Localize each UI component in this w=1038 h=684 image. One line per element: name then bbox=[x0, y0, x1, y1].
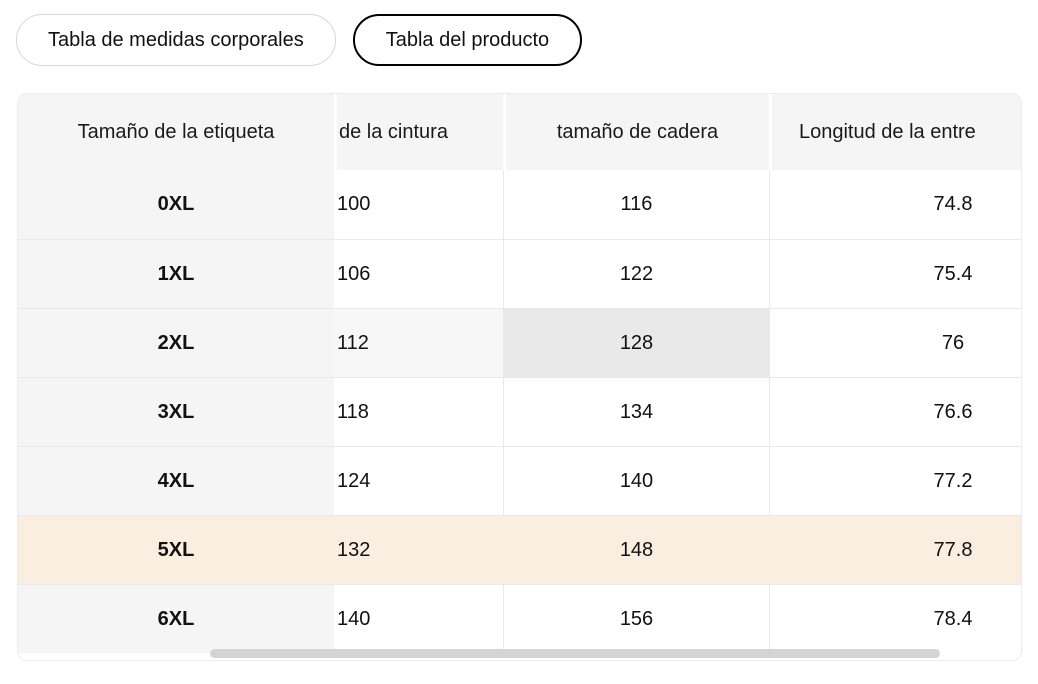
waist-value-cell: 112 bbox=[334, 308, 503, 377]
size-table-header-row: Tamaño de la etiqueta de la cintura tama… bbox=[18, 94, 1021, 170]
hip-value-cell: 140 bbox=[503, 446, 769, 515]
hip-value-cell: 116 bbox=[503, 170, 769, 239]
tab-product-measurements-label: Tabla del producto bbox=[385, 29, 550, 51]
hip-value-cell: 122 bbox=[503, 239, 769, 308]
col-header-hip-size: tamaño de cadera bbox=[503, 94, 769, 170]
hip-value-cell-hovered[interactable]: 128 bbox=[503, 308, 769, 377]
waist-value-cell: 118 bbox=[334, 377, 503, 446]
size-label-cell: 3XL bbox=[18, 377, 334, 446]
size-label-cell: 6XL bbox=[18, 584, 334, 653]
table-row-5xl-selected[interactable]: 5XL 132 148 77.8 bbox=[18, 515, 1021, 584]
size-table-body: 0XL 100 116 74.8 1XL 106 122 75.4 2XL 11… bbox=[18, 170, 1021, 653]
waist-value-cell: 140 bbox=[334, 584, 503, 653]
hip-value-cell: 156 bbox=[503, 584, 769, 653]
col-header-label-size: Tamaño de la etiqueta bbox=[18, 94, 334, 170]
inseam-value-cell: 78.4 bbox=[769, 584, 1021, 653]
table-row-2xl-hovered[interactable]: 2XL 112 128 76 bbox=[18, 308, 1021, 377]
table-row-6xl[interactable]: 6XL 140 156 78.4 bbox=[18, 584, 1021, 653]
table-row-1xl[interactable]: 1XL 106 122 75.4 bbox=[18, 239, 1021, 308]
col-header-inseam-length-clipped: Longitud de la entre bbox=[769, 94, 1021, 170]
size-chart-tabs: Tabla de medidas corporales Tabla del pr… bbox=[16, 14, 583, 66]
inseam-value-cell: 76.6 bbox=[769, 377, 1021, 446]
waist-value-cell: 106 bbox=[334, 239, 503, 308]
table-row-0xl[interactable]: 0XL 100 116 74.8 bbox=[18, 170, 1021, 239]
waist-value-cell: 124 bbox=[334, 446, 503, 515]
col-header-waist-size-clipped: de la cintura bbox=[334, 94, 503, 170]
waist-value-cell: 132 bbox=[334, 515, 503, 584]
size-label-cell: 4XL bbox=[18, 446, 334, 515]
size-label-cell: 1XL bbox=[18, 239, 334, 308]
horizontal-scrollbar-thumb[interactable] bbox=[210, 649, 940, 658]
table-row-4xl[interactable]: 4XL 124 140 77.2 bbox=[18, 446, 1021, 515]
waist-value-cell: 100 bbox=[334, 170, 503, 239]
size-label-cell: 2XL bbox=[18, 308, 334, 377]
inseam-value-cell: 77.2 bbox=[769, 446, 1021, 515]
inseam-value-cell: 75.4 bbox=[769, 239, 1021, 308]
tab-product-measurements[interactable]: Tabla del producto bbox=[352, 14, 583, 66]
hip-value-cell: 148 bbox=[503, 515, 769, 584]
inseam-value-cell: 77.8 bbox=[769, 515, 1021, 584]
inseam-value-cell: 74.8 bbox=[769, 170, 1021, 239]
table-row-3xl[interactable]: 3XL 118 134 76.6 bbox=[18, 377, 1021, 446]
hip-value-cell: 134 bbox=[503, 377, 769, 446]
tab-body-measurements-label: Tabla de medidas corporales bbox=[48, 29, 304, 51]
size-label-cell: 5XL bbox=[18, 515, 334, 584]
size-label-cell: 0XL bbox=[18, 170, 334, 239]
tab-body-measurements[interactable]: Tabla de medidas corporales bbox=[16, 14, 336, 66]
size-table: Tamaño de la etiqueta de la cintura tama… bbox=[17, 93, 1022, 661]
inseam-value-cell: 76 bbox=[769, 308, 1021, 377]
